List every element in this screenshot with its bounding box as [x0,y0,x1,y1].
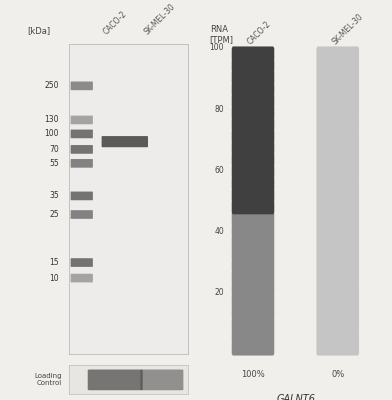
Text: 35: 35 [49,192,59,200]
FancyBboxPatch shape [316,341,359,356]
Text: [kDa]: [kDa] [27,26,50,35]
FancyBboxPatch shape [140,370,183,390]
Text: 20: 20 [214,288,224,297]
Text: 25: 25 [49,210,59,219]
FancyBboxPatch shape [232,94,274,108]
FancyBboxPatch shape [71,145,93,154]
FancyBboxPatch shape [232,82,274,97]
FancyBboxPatch shape [232,317,274,332]
FancyBboxPatch shape [71,82,93,90]
FancyBboxPatch shape [316,223,359,238]
Text: 80: 80 [214,105,224,114]
FancyBboxPatch shape [71,210,93,219]
Text: CACO-2: CACO-2 [102,9,129,36]
FancyBboxPatch shape [316,46,359,61]
FancyBboxPatch shape [232,164,274,179]
FancyBboxPatch shape [232,246,274,261]
FancyBboxPatch shape [316,58,359,73]
FancyBboxPatch shape [316,235,359,250]
FancyBboxPatch shape [232,258,274,273]
Text: 250: 250 [45,81,59,90]
Text: 130: 130 [45,116,59,124]
FancyBboxPatch shape [316,141,359,156]
Text: 60: 60 [214,166,224,175]
FancyBboxPatch shape [316,94,359,108]
FancyBboxPatch shape [316,270,359,285]
FancyBboxPatch shape [232,105,274,120]
FancyBboxPatch shape [102,136,148,147]
FancyBboxPatch shape [232,341,274,356]
FancyBboxPatch shape [316,164,359,179]
Text: SK-MEL-30: SK-MEL-30 [330,12,365,46]
FancyBboxPatch shape [232,294,274,308]
FancyBboxPatch shape [232,58,274,73]
FancyBboxPatch shape [316,188,359,202]
FancyBboxPatch shape [232,282,274,297]
FancyBboxPatch shape [316,70,359,85]
FancyBboxPatch shape [232,176,274,191]
FancyBboxPatch shape [71,274,93,282]
FancyBboxPatch shape [316,105,359,120]
FancyBboxPatch shape [232,141,274,156]
FancyBboxPatch shape [232,235,274,250]
FancyBboxPatch shape [316,211,359,226]
Text: 40: 40 [214,227,224,236]
FancyBboxPatch shape [71,159,93,168]
FancyBboxPatch shape [316,246,359,261]
Text: CACO-2: CACO-2 [246,19,273,46]
Text: High: High [101,370,120,378]
FancyBboxPatch shape [232,270,274,285]
FancyBboxPatch shape [232,305,274,320]
FancyBboxPatch shape [232,200,274,214]
FancyBboxPatch shape [232,46,274,61]
FancyBboxPatch shape [316,294,359,308]
FancyBboxPatch shape [232,211,274,226]
FancyBboxPatch shape [316,329,359,344]
Text: 55: 55 [49,159,59,168]
Text: 15: 15 [49,258,59,267]
FancyBboxPatch shape [316,305,359,320]
Text: 0%: 0% [331,370,345,379]
FancyBboxPatch shape [232,223,274,238]
FancyBboxPatch shape [316,82,359,97]
Text: 70: 70 [49,145,59,154]
FancyBboxPatch shape [71,130,93,138]
FancyBboxPatch shape [316,152,359,167]
Text: RNA
[TPM]: RNA [TPM] [210,25,234,44]
FancyBboxPatch shape [316,117,359,132]
Text: Loading
Control: Loading Control [34,373,62,386]
FancyBboxPatch shape [316,282,359,297]
Text: 100: 100 [45,129,59,138]
FancyBboxPatch shape [316,200,359,214]
Text: Low: Low [147,370,163,378]
Text: GALNT6: GALNT6 [277,394,316,400]
FancyBboxPatch shape [71,116,93,124]
Text: 10: 10 [49,274,59,282]
FancyBboxPatch shape [316,317,359,332]
FancyBboxPatch shape [316,176,359,191]
FancyBboxPatch shape [316,129,359,144]
FancyBboxPatch shape [232,152,274,167]
FancyBboxPatch shape [71,192,93,200]
Text: 100: 100 [210,44,224,52]
FancyBboxPatch shape [88,370,143,390]
Text: SK-MEL-30: SK-MEL-30 [143,2,177,36]
FancyBboxPatch shape [232,188,274,202]
Text: 100%: 100% [241,370,265,379]
FancyBboxPatch shape [232,117,274,132]
FancyBboxPatch shape [232,70,274,85]
FancyBboxPatch shape [316,258,359,273]
FancyBboxPatch shape [232,129,274,144]
FancyBboxPatch shape [232,329,274,344]
FancyBboxPatch shape [71,258,93,267]
